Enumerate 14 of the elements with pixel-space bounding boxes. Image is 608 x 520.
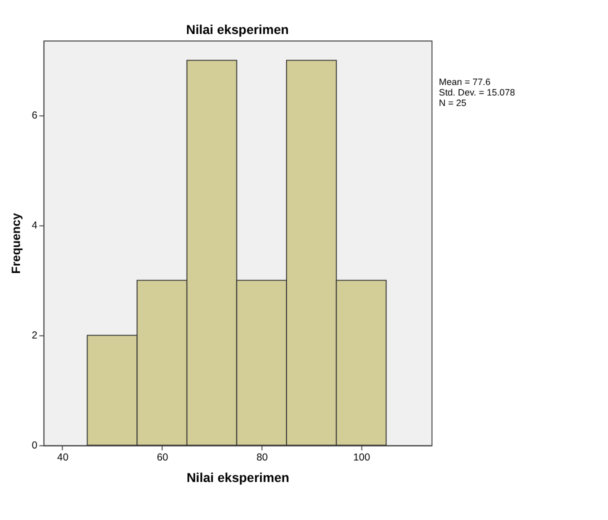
y-tick-label: 2 bbox=[32, 330, 38, 342]
text: Std. Dev. = 15.078 bbox=[438, 88, 515, 98]
x-axis-title: Nilai eksperimen bbox=[186, 470, 290, 485]
x-tick-label: 40 bbox=[57, 452, 69, 464]
y-tick-label: 0 bbox=[32, 440, 38, 452]
y-tick-label: 6 bbox=[32, 110, 38, 122]
text: N = 25 bbox=[438, 98, 466, 108]
x-tick-label: 60 bbox=[156, 452, 168, 464]
y-tick-label: 4 bbox=[32, 220, 38, 232]
text: Mean = 77.6 bbox=[438, 76, 491, 87]
x-tick-label: 100 bbox=[353, 452, 371, 464]
chart-title: Nilai eksperimen bbox=[186, 22, 289, 38]
x-tick-label: 80 bbox=[256, 452, 268, 464]
y-axis-title: Frequency bbox=[8, 212, 23, 274]
